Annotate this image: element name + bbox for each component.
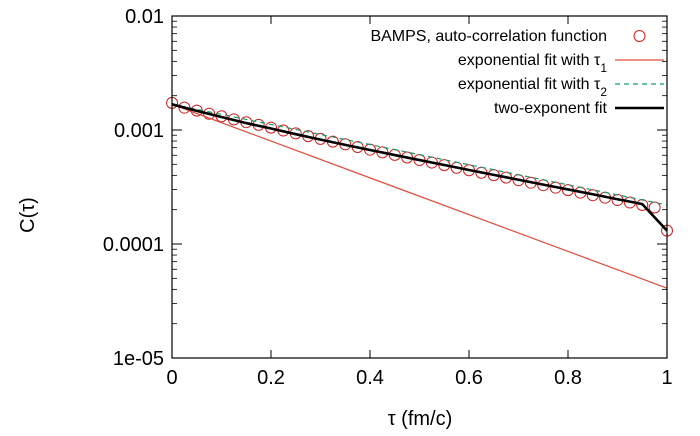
x-tick-label: 0.6 — [455, 367, 483, 389]
axes: 0 0.2 0.4 0.6 0.8 1 1e-05 0.0001 0.001 0.01 — [103, 6, 673, 389]
plot-frame — [171, 15, 668, 359]
series-line-2 — [171, 103, 668, 206]
y-tick-label: 0.0001 — [103, 234, 164, 256]
legend-label: BAMPS, auto-correlation function — [370, 28, 607, 45]
x-axis-title: τ (fm/c) — [388, 408, 453, 430]
x-tick-label: 0.8 — [554, 367, 582, 389]
series-line-1 — [171, 103, 668, 289]
y-tick-label: 0.01 — [125, 6, 164, 28]
legend: BAMPS, auto-correlation function exponent… — [370, 28, 664, 117]
x-tick-label: 1 — [661, 367, 672, 389]
x-tick-label: 0.2 — [257, 367, 285, 389]
series-line-3 — [171, 103, 668, 232]
legend-marker — [633, 30, 646, 42]
x-tick-label: 0 — [166, 367, 177, 389]
legend-label: two-exponent fit — [494, 100, 608, 117]
y-tick-label: 0.001 — [114, 120, 164, 142]
legend-label: exponential fit with τ1 — [458, 52, 607, 75]
y-tick-label: 1e-05 — [113, 348, 164, 370]
legend-label: exponential fit with τ2 — [458, 76, 607, 99]
data-point — [648, 201, 661, 214]
x-tick-label: 0.4 — [356, 367, 384, 389]
y-axis-title: C(τ) — [17, 197, 39, 233]
plot-area — [166, 96, 673, 289]
